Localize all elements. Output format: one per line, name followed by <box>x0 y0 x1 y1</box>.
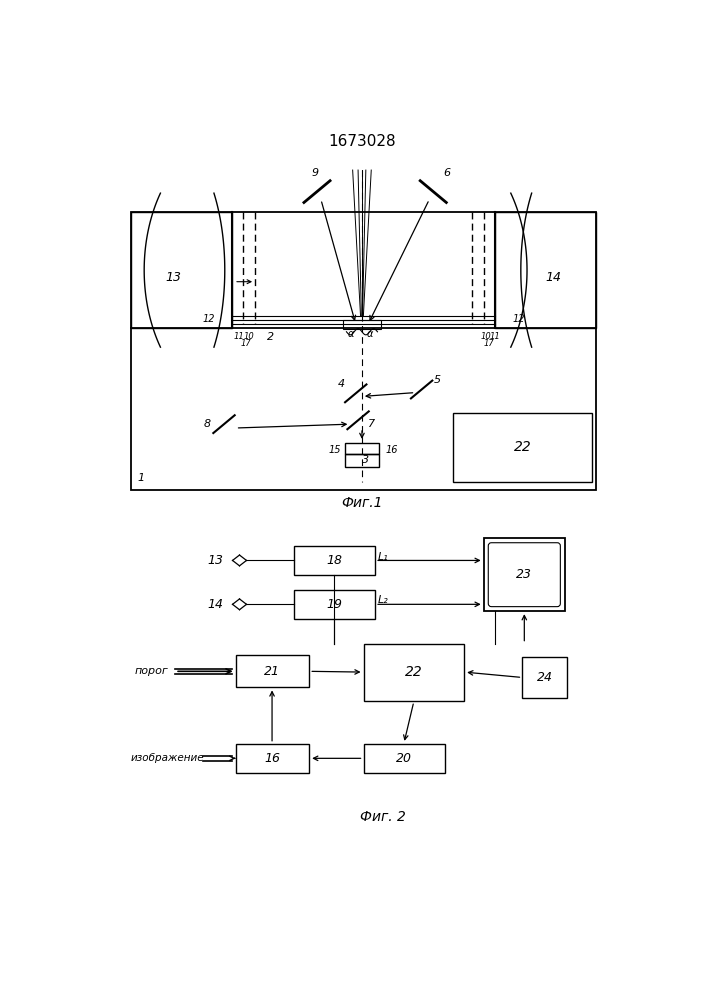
Text: 17: 17 <box>484 339 494 348</box>
Text: 1673028: 1673028 <box>328 134 396 149</box>
Bar <box>131 212 232 328</box>
Text: 11: 11 <box>234 332 245 341</box>
Text: 4: 4 <box>338 379 345 389</box>
Bar <box>363 744 445 773</box>
Bar <box>345 454 379 467</box>
Bar <box>235 744 309 773</box>
Text: 15: 15 <box>329 445 341 455</box>
Text: 6: 6 <box>443 168 451 178</box>
Text: 14: 14 <box>207 598 223 611</box>
Bar <box>484 538 565 611</box>
Text: 16: 16 <box>264 752 281 765</box>
Text: 2: 2 <box>267 332 274 342</box>
Text: 24: 24 <box>537 671 553 684</box>
Text: 10: 10 <box>481 332 491 341</box>
Bar <box>293 590 375 619</box>
Text: L₂: L₂ <box>378 595 388 605</box>
Text: 12: 12 <box>513 314 525 324</box>
Text: L₁: L₁ <box>378 552 388 562</box>
Text: 9: 9 <box>312 168 319 178</box>
Text: α: α <box>366 329 373 339</box>
Text: 22: 22 <box>405 665 423 679</box>
Text: 14: 14 <box>545 271 561 284</box>
Bar <box>363 644 464 701</box>
Bar <box>452 413 592 482</box>
Bar <box>522 657 567 698</box>
Text: 5: 5 <box>433 375 440 385</box>
Bar <box>495 212 596 328</box>
Text: 13: 13 <box>165 271 182 284</box>
Text: 17: 17 <box>240 339 251 348</box>
Text: 10: 10 <box>243 332 254 341</box>
Text: 8: 8 <box>204 419 211 429</box>
Text: Фиг. 2: Фиг. 2 <box>360 810 406 824</box>
Bar <box>293 546 375 575</box>
Bar <box>131 212 596 490</box>
Text: 1: 1 <box>137 473 144 483</box>
Text: 19: 19 <box>327 598 342 611</box>
Text: 13: 13 <box>207 554 223 567</box>
Text: 3: 3 <box>361 455 368 465</box>
Text: 23: 23 <box>516 568 532 581</box>
Text: 11: 11 <box>490 332 501 341</box>
Text: 20: 20 <box>396 752 412 765</box>
Bar <box>345 443 379 454</box>
Text: изображение: изображение <box>131 753 204 763</box>
Text: порог: порог <box>135 666 169 676</box>
Text: 16: 16 <box>385 445 397 455</box>
Bar <box>343 320 381 329</box>
Text: 18: 18 <box>327 554 342 567</box>
Text: Фиг.1: Фиг.1 <box>341 496 382 510</box>
Bar <box>235 655 309 687</box>
Text: α: α <box>348 329 354 339</box>
Text: 21: 21 <box>264 665 281 678</box>
Text: 22: 22 <box>513 440 531 454</box>
Text: 7: 7 <box>368 419 375 429</box>
Text: 12: 12 <box>202 314 215 324</box>
